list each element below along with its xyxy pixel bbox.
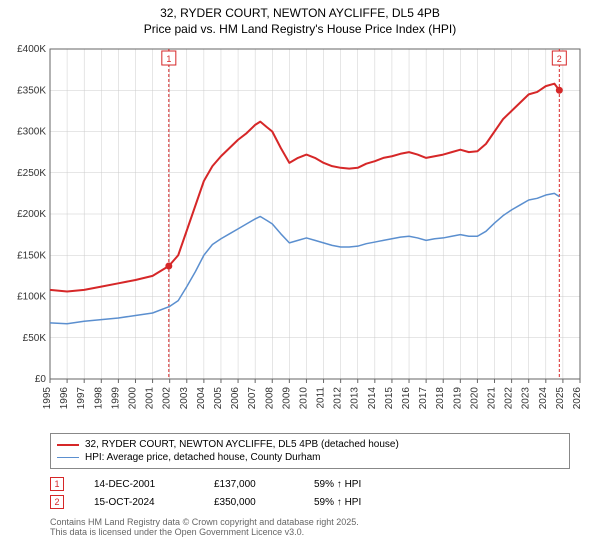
x-tick-label: 2015 [384,387,395,410]
x-tick-label: 2017 [418,387,429,410]
x-tick-label: 2010 [298,387,309,410]
x-tick-label: 2002 [162,387,173,410]
marker-date: 14-DEC-2001 [94,479,184,490]
legend-swatch [57,444,79,446]
marker-price: £137,000 [214,479,284,490]
x-tick-label: 2019 [452,387,463,410]
series-line [50,84,559,292]
x-tick-label: 1997 [76,387,87,410]
x-tick-label: 2026 [572,387,583,410]
marker-delta: 59% ↑ HPI [314,479,414,490]
x-tick-label: 2018 [435,387,446,410]
x-tick-label: 2007 [247,387,258,410]
marker-table: 1 14-DEC-2001 £137,000 59% ↑ HPI 2 15-OCT-202… [50,475,570,511]
y-tick-label: £200K [17,209,46,220]
legend-label: HPI: Average price, detached house, Coun… [85,452,321,463]
marker-price: £350,000 [214,497,284,508]
marker-date: 15-OCT-2024 [94,497,184,508]
x-tick-label: 2005 [213,387,224,410]
title-line2: Price paid vs. HM Land Registry's House … [0,22,600,38]
chart-area: £0 £50K £100K £150K £200K £250K £300K £350K £400… [0,39,600,429]
x-tick-label: 2024 [538,387,549,410]
x-tick-label: 2014 [367,387,378,410]
y-tick-label: £50K [23,333,47,344]
marker-delta: 59% ↑ HPI [314,497,414,508]
x-tick-label: 2009 [281,387,292,410]
x-tick-label: 2023 [521,387,532,410]
x-tick-label: 2000 [127,387,138,410]
x-tick-label: 2006 [230,387,241,410]
marker-row: 1 14-DEC-2001 £137,000 59% ↑ HPI [50,475,570,493]
x-tick-label: 2011 [316,387,327,409]
legend-swatch [57,457,79,458]
x-tick-label: 2012 [333,387,344,410]
footnote-line1: Contains HM Land Registry data © Crown c… [50,517,570,527]
x-tick-label: 1998 [93,387,104,410]
y-tick-label: £150K [17,250,46,261]
y-tick-label: £0 [35,374,47,385]
x-tick-label: 1995 [42,387,53,410]
title-block: 32, RYDER COURT, NEWTON AYCLIFFE, DL5 4P… [0,0,600,39]
legend-label: 32, RYDER COURT, NEWTON AYCLIFFE, DL5 4P… [85,439,399,450]
footnote-line2: This data is licensed under the Open Gov… [50,527,570,537]
marker-badge: 2 [557,54,562,64]
x-tick-label: 2022 [504,387,515,410]
series-line [50,194,559,324]
y-tick-label: £350K [17,85,46,96]
x-tick-label: 2016 [401,387,412,410]
legend-item: 32, RYDER COURT, NEWTON AYCLIFFE, DL5 4P… [57,438,563,451]
y-tick-label: £300K [17,127,46,138]
legend-item: HPI: Average price, detached house, Coun… [57,451,563,464]
x-tick-label: 2004 [196,387,207,410]
marker-badge: 2 [50,495,64,509]
y-tick-label: £100K [17,292,46,303]
x-tick-label: 2001 [145,387,156,410]
marker-row: 2 15-OCT-2024 £350,000 59% ↑ HPI [50,493,570,511]
x-tick-label: 2021 [487,387,498,410]
x-tick-label: 2025 [555,387,566,410]
x-tick-label: 2003 [179,387,190,410]
legend: 32, RYDER COURT, NEWTON AYCLIFFE, DL5 4P… [50,433,570,469]
y-tick-label: £250K [17,168,46,179]
x-tick-label: 1999 [110,387,121,410]
chart-container: 32, RYDER COURT, NEWTON AYCLIFFE, DL5 4P… [0,0,600,560]
x-tick-label: 2020 [469,387,480,410]
marker-badge: 1 [50,477,64,491]
title-line1: 32, RYDER COURT, NEWTON AYCLIFFE, DL5 4P… [0,6,600,22]
footnote: Contains HM Land Registry data © Crown c… [50,517,570,537]
x-tick-label: 2013 [350,387,361,410]
x-tick-label: 2008 [264,387,275,410]
line-chart: £0 £50K £100K £150K £200K £250K £300K £350K £400… [0,39,600,429]
y-tick-label: £400K [17,44,46,55]
marker-badge: 1 [166,54,171,64]
x-tick-label: 1996 [59,387,70,410]
